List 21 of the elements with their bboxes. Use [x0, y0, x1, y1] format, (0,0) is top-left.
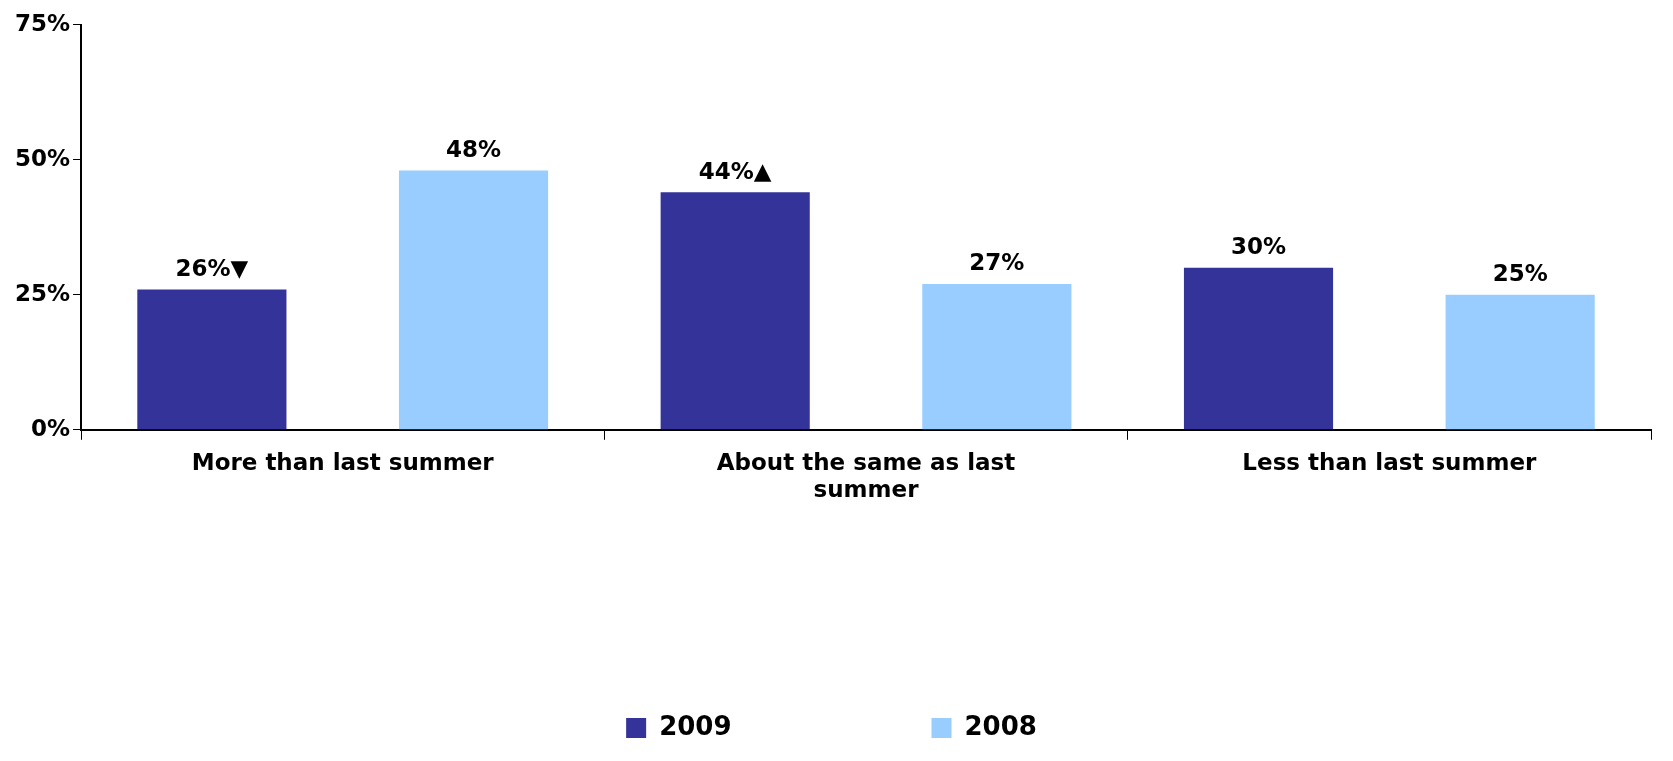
y-tick-label: 50% [14, 144, 71, 171]
y-tick-label: 75% [14, 9, 71, 36]
bar [922, 284, 1072, 430]
y-tick-label: 25% [14, 279, 71, 306]
bar [398, 170, 549, 430]
bar [1183, 267, 1334, 430]
bar [660, 192, 810, 430]
bar [1445, 294, 1595, 430]
x-tick-label: Less than last summer [1242, 448, 1537, 475]
legend-label: 2008 [964, 710, 1037, 741]
data-label: 27% [969, 249, 1025, 276]
legend-label: 2009 [659, 710, 732, 741]
data-label: 30% [1230, 233, 1287, 260]
data-label: 44%▲ [698, 157, 772, 184]
bar [137, 289, 287, 430]
x-tick-label: About the same as last summer [716, 448, 1016, 503]
data-label: 25% [1492, 260, 1548, 287]
x-tick-label: More than last summer [191, 448, 495, 475]
data-label: 26%▼ [175, 254, 249, 281]
data-label: 48% [446, 136, 502, 163]
y-tick-label: 0% [30, 414, 71, 441]
